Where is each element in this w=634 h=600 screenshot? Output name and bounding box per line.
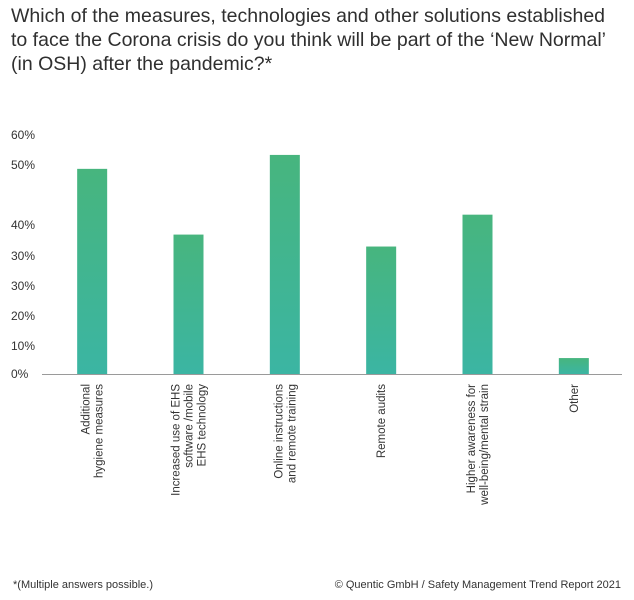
chart-title: Which of the measures, technologies and …	[11, 5, 606, 75]
y-tick-label: 50%	[11, 158, 35, 172]
y-tick-label: 0%	[11, 367, 29, 381]
x-category-label: Higher awareness forwell-being/mental st…	[466, 384, 491, 506]
bar	[77, 168, 108, 374]
x-axis-labels: Additionalhygiene measures Increased use …	[81, 384, 581, 506]
y-tick-label: 40%	[11, 218, 35, 232]
footnote: *(Multiple answers possible.)	[13, 579, 153, 591]
x-category-label: Additionalhygiene measures	[81, 384, 106, 478]
bar	[558, 358, 589, 374]
bars	[77, 154, 589, 374]
bar	[269, 154, 300, 374]
source-credit: © Quentic GmbH / Safety Management Trend…	[334, 579, 621, 591]
x-category-label: Other	[569, 384, 581, 413]
y-tick-label: 30%	[11, 279, 35, 293]
y-tick-label: 10%	[11, 339, 35, 353]
bar	[173, 234, 204, 374]
y-tick-label: 60%	[11, 128, 35, 142]
x-category-label: Increased use of EHSsoftware /mobileEHS …	[171, 384, 209, 496]
y-tick-label: 20%	[11, 309, 35, 323]
y-axis-ticks: 0% 10% 20% 30% 30% 40% 50% 60%	[11, 128, 35, 381]
bar	[462, 214, 493, 374]
bar	[366, 246, 397, 374]
x-category-label: Online instructionsand remote training	[273, 384, 298, 483]
x-category-label: Remote audits	[376, 384, 388, 458]
y-tick-label: 30%	[11, 249, 35, 263]
